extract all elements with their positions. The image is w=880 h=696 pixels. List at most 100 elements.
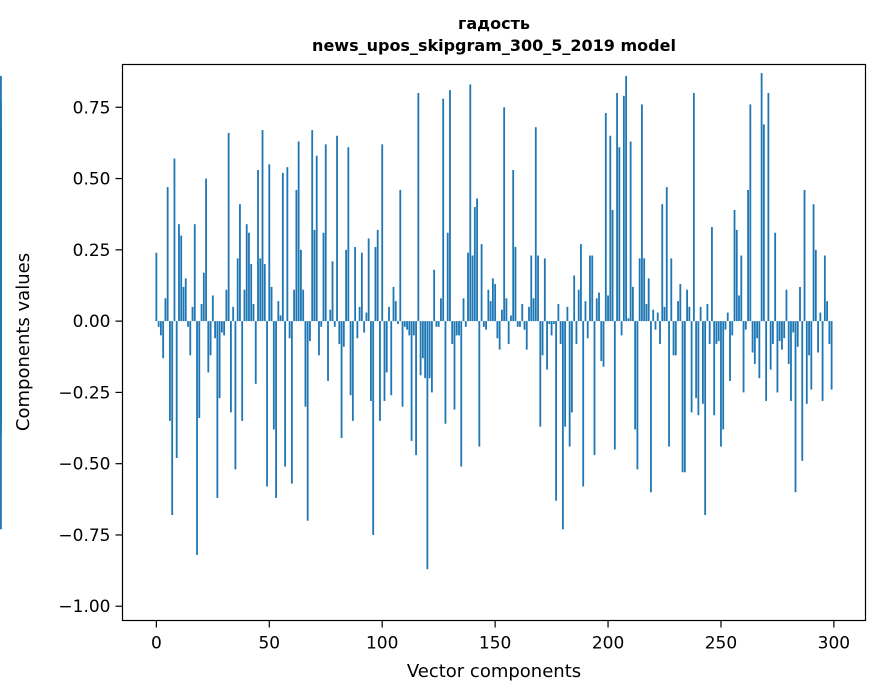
bar-80 (336, 135, 338, 322)
bar-292 (814, 249, 817, 322)
bar-193 (591, 255, 594, 322)
bar-274 (774, 232, 777, 322)
bar-88 (354, 246, 357, 322)
bar-undefined (0, 321, 2, 530)
bar-208 (625, 75, 628, 322)
bar-288 (805, 321, 808, 404)
bar-15 (189, 321, 192, 356)
bar-74 (322, 232, 325, 322)
bar-210 (629, 141, 632, 322)
bar-33 (230, 321, 232, 413)
bar-46 (259, 258, 262, 322)
bar-138 (467, 252, 469, 322)
bar-226 (665, 187, 668, 322)
bar-79 (333, 321, 336, 327)
bar-59 (288, 321, 291, 339)
bar-263 (749, 104, 752, 322)
bar-133 (455, 321, 458, 336)
bar-122 (430, 321, 433, 393)
bar-110 (403, 321, 406, 327)
bar-97 (374, 246, 377, 322)
bar-169 (537, 255, 539, 322)
bar-47 (261, 130, 264, 322)
bar-9 (175, 321, 178, 458)
chart-title-line-2: news_upos_skipgram_300_5_2019 model (312, 36, 676, 55)
bar-260 (742, 321, 745, 393)
bar-237 (690, 321, 693, 413)
bar-1 (157, 321, 160, 327)
bar-25 (211, 295, 214, 322)
bar-39 (243, 289, 246, 322)
bar-56 (281, 172, 284, 322)
bar-213 (636, 321, 639, 470)
bar-64 (300, 249, 302, 322)
bar-189 (582, 321, 585, 487)
bar-8 (173, 158, 176, 322)
bar-69 (311, 130, 314, 322)
bar-109 (401, 321, 404, 407)
bar-130 (449, 90, 451, 322)
bar-94 (367, 238, 370, 322)
bar-168 (534, 127, 537, 322)
bar-99 (379, 321, 381, 421)
bar-75 (324, 144, 327, 322)
bar-179 (559, 321, 562, 344)
bar-87 (351, 321, 354, 421)
bar-162 (521, 304, 524, 322)
bar-233 (681, 321, 684, 473)
bar-4 (164, 298, 167, 322)
bar-225 (663, 306, 666, 322)
bar-280 (787, 321, 790, 364)
bar-undefined (0, 101, 2, 322)
bar-136 (462, 298, 465, 322)
bar-197 (600, 321, 603, 362)
bar-297 (826, 301, 829, 322)
bar-117 (419, 321, 422, 376)
bar-62 (295, 189, 298, 322)
bar-35 (234, 321, 237, 470)
bar-65 (302, 289, 305, 322)
y-tick-label: −0.25 (58, 383, 110, 403)
bar-10 (178, 224, 180, 322)
bar-89 (356, 321, 359, 339)
bar-186 (575, 321, 578, 344)
bar-158 (512, 170, 515, 322)
bar-184 (571, 321, 573, 413)
bar-185 (573, 275, 576, 322)
bar-undefined (0, 318, 2, 322)
bar-265 (753, 321, 756, 364)
bar-24 (209, 321, 212, 356)
bar-96 (372, 321, 375, 535)
bar-173 (546, 321, 548, 370)
bar-268 (760, 73, 763, 322)
bar-148 (489, 301, 492, 322)
bar-77 (329, 309, 332, 322)
x-axis-ticks: 0 50 100 150 200 250 300 (151, 620, 850, 654)
bar-71 (315, 155, 318, 322)
bar-286 (801, 321, 804, 461)
bar-259 (740, 255, 743, 322)
x-tick-label: 150 (479, 634, 511, 654)
bar-123 (433, 269, 436, 322)
bar-278 (783, 321, 786, 339)
bar-196 (598, 292, 600, 322)
bar-91 (360, 252, 363, 322)
bar-161 (519, 321, 521, 327)
bar-13 (184, 278, 187, 322)
bar-157 (510, 315, 512, 322)
bars (0, 73, 833, 570)
bar-53 (275, 321, 277, 498)
bar-23 (207, 321, 210, 373)
bar-200 (607, 295, 609, 322)
bar-49 (266, 321, 268, 487)
bar-245 (708, 321, 711, 344)
x-tick-label: 50 (258, 634, 280, 654)
bar-289 (808, 321, 810, 356)
bar-111 (406, 321, 408, 330)
bar-204 (616, 93, 618, 322)
bar-198 (602, 321, 605, 367)
bar-192 (589, 255, 591, 322)
bar-29 (220, 321, 223, 333)
bar-63 (297, 141, 300, 322)
bar-3 (162, 321, 165, 359)
